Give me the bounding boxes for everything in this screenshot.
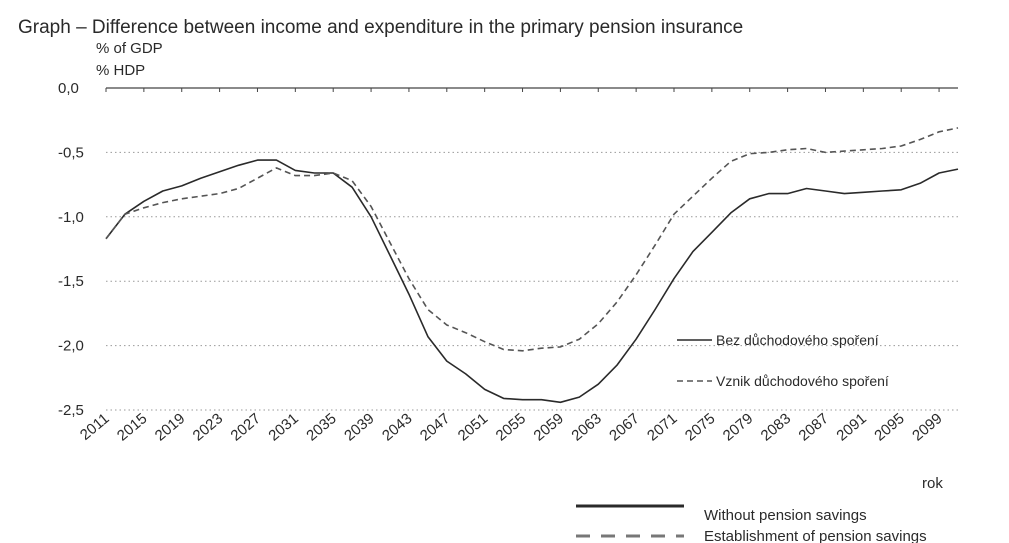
- legend-inner-label-2: Vznik důchodového spoření: [716, 373, 889, 389]
- x-tick-label: 2079: [720, 410, 756, 444]
- gridlines: [106, 87, 958, 411]
- x-tick-label: 2059: [530, 410, 566, 444]
- y-tick-label: -2,0: [58, 338, 84, 355]
- x-tick-label: 2083: [758, 410, 794, 444]
- legend-outer: Without pension savings Establishment of…: [576, 504, 927, 543]
- x-tick-label: 2035: [303, 410, 339, 444]
- x-tick-label: 2043: [379, 410, 415, 444]
- x-axis-ticks: 2011 2015 2019 2023 2027 2031 2035 2039 2043 2047…: [77, 88, 946, 445]
- x-axis-label: rok: [922, 475, 943, 492]
- x-tick-label: 2015: [114, 410, 150, 444]
- y-axis-unit-label-local: % HDP: [96, 62, 145, 79]
- legend-outer-label-1: Without pension savings: [704, 507, 867, 524]
- x-tick-label: 2027: [228, 410, 264, 444]
- y-tick-label: -1,5: [58, 273, 84, 290]
- x-tick-label: 2023: [190, 410, 226, 444]
- legend-inner-label-1: Bez důchodového spoření: [716, 332, 879, 348]
- x-tick-label: 2099: [909, 410, 945, 444]
- y-tick-label: 0,0: [58, 80, 79, 97]
- x-tick-label: 2055: [493, 410, 529, 444]
- y-tick-label: -0,5: [58, 144, 84, 161]
- y-axis-unit-label: % of GDP: [96, 40, 163, 57]
- series-lines: [105, 127, 959, 404]
- x-tick-label: 2095: [871, 410, 907, 444]
- x-tick-label: 2071: [644, 410, 680, 444]
- x-tick-label: 2087: [796, 410, 832, 444]
- x-tick-label: 2091: [833, 410, 869, 444]
- y-tick-label: -1,0: [58, 209, 84, 226]
- x-tick-label: 2075: [682, 410, 718, 444]
- x-tick-label: 2039: [341, 410, 377, 444]
- legend-inner: Bez důchodového spoření Vznik důchodovéh…: [677, 332, 889, 389]
- x-tick-label: 2067: [606, 410, 642, 444]
- x-tick-label: 2031: [265, 410, 301, 444]
- chart-title: Graph – Difference between income and ex…: [18, 17, 743, 38]
- x-tick-label: 2063: [568, 410, 604, 444]
- series-line-1: [105, 159, 959, 404]
- x-tick-label: 2047: [417, 410, 453, 444]
- legend-outer-label-2: Establishment of pension savings: [704, 528, 927, 543]
- x-tick-label: 2051: [455, 410, 491, 444]
- y-tick-label: -2,5: [58, 402, 84, 419]
- y-axis-ticks: 0,0 -0,5 -1,0 -1,5 -2,0 -2,5: [58, 80, 84, 419]
- series-line-2: [105, 127, 959, 352]
- x-tick-label: 2019: [152, 410, 188, 444]
